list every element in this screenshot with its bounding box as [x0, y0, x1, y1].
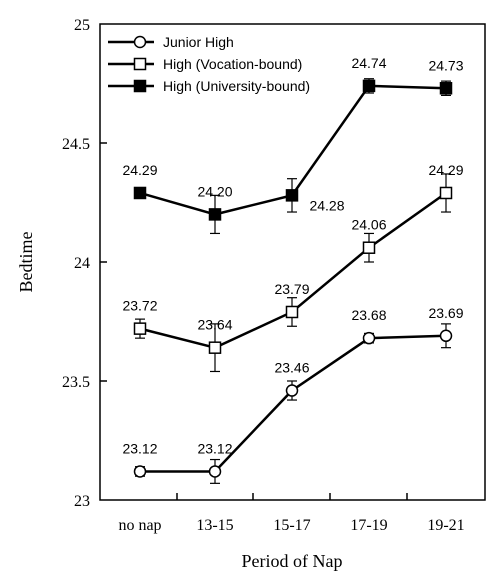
open-square-marker [133, 57, 147, 71]
open-square-marker [362, 241, 376, 254]
series-line [139, 191, 447, 350]
y-tick-label: 25 [74, 17, 90, 34]
y-tick-label: 24 [74, 255, 90, 272]
open-square-marker [133, 322, 147, 335]
x-tick-label: 17-19 [350, 517, 387, 534]
data-label: 23.68 [351, 307, 386, 323]
open-square-marker [285, 305, 299, 319]
data-label: 24.74 [351, 55, 386, 71]
legend-label: High (Vocation-bound) [163, 56, 302, 72]
data-label: 23.46 [274, 360, 309, 376]
x-tick-label: 15-17 [273, 517, 310, 534]
series-group: 24.29 24.20 24.28 24.74 24.73 [122, 55, 464, 235]
legend-label: High (University-bound) [163, 78, 310, 94]
open-square-marker [439, 186, 453, 200]
series-group: 23.72 23.64 23.79 24.06 24.29 [122, 162, 464, 373]
series-line [140, 334, 447, 473]
data-label: 24.20 [197, 183, 232, 199]
circle-marker [133, 465, 147, 478]
y-tick-label: 24.5 [62, 136, 90, 153]
data-label: 23.64 [197, 317, 232, 333]
x-axis: no nap 13-15 15-17 17-19 19-21 [118, 493, 465, 534]
y-axis: 23 23.5 24 24.5 25 [62, 17, 107, 510]
circle-marker [285, 384, 299, 397]
data-label: 23.69 [428, 305, 463, 321]
circle-marker [133, 35, 147, 49]
y-tick-label: 23 [74, 493, 90, 510]
x-tick-label: no nap [118, 517, 161, 534]
x-tick-label: 13-15 [196, 517, 233, 534]
filled-square-marker [133, 186, 147, 200]
data-label: 23.12 [197, 440, 232, 456]
circle-marker [439, 329, 453, 343]
circle-marker [208, 465, 222, 478]
plot-frame [99, 23, 486, 501]
data-label: 24.06 [351, 217, 386, 233]
filled-square-marker [285, 189, 299, 202]
data-label: 23.12 [122, 440, 157, 456]
filled-square-marker [362, 79, 376, 93]
data-label: 24.29 [122, 162, 157, 178]
legend-label: Junior High [163, 34, 234, 50]
data-label: 24.73 [428, 57, 463, 73]
filled-square-marker [133, 79, 147, 93]
y-tick-label: 23.5 [62, 374, 90, 391]
data-label: 23.79 [274, 281, 309, 297]
y-axis-title: Bedtime [16, 232, 36, 293]
data-label: 24.29 [428, 162, 463, 178]
legend: Junior High High (Vocation-bound) High (Un… [108, 34, 310, 94]
data-label: 23.72 [122, 298, 157, 314]
data-label: 24.28 [309, 197, 344, 213]
filled-square-marker [208, 208, 222, 221]
x-tick-label: 19-21 [427, 517, 464, 534]
series-group: 23.12 23.12 23.46 23.68 23.69 [122, 305, 464, 484]
circle-marker [362, 331, 376, 345]
x-axis-title: Period of Nap [242, 551, 343, 571]
series-layer: 23.12 23.12 23.46 23.68 23.69 23.72 23.64 23.79… [122, 55, 464, 484]
open-square-marker [208, 341, 222, 354]
filled-square-marker [439, 82, 453, 95]
